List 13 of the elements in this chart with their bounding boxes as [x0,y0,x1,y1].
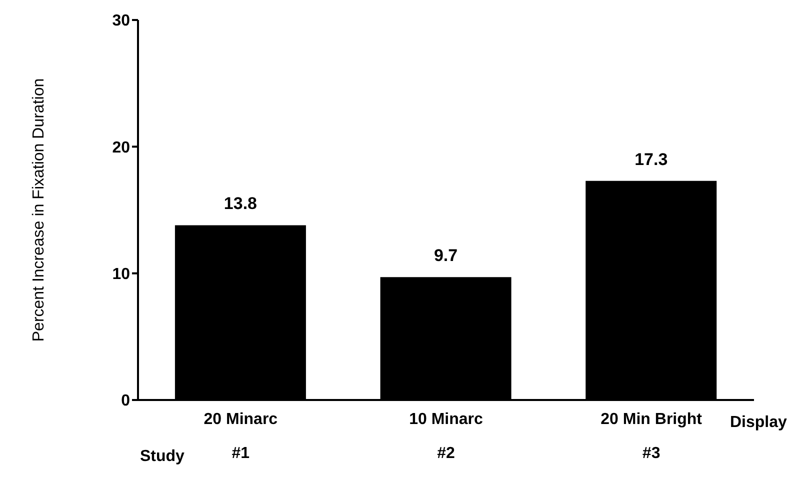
data-label: 17.3 [634,150,668,169]
y-axis-title: Percent Increase in Fixation Duration [30,78,48,342]
data-label: 13.8 [224,194,258,214]
y-tick-label: 0 [121,392,130,410]
x-tick-label: 20 Minarc #1 [204,411,278,462]
x-axis-title: Display [730,414,787,432]
data-label: 9.7 [434,246,458,266]
x-tick-label: 20 Min Bright #3 [600,411,703,462]
x-tick-label: 10 Minarc #2 [409,411,484,462]
text: Study [140,448,184,466]
y-tick-label: 30 [112,12,130,30]
y-tick-label: 10 [112,266,130,284]
y-tick-label: 20 [112,139,130,156]
